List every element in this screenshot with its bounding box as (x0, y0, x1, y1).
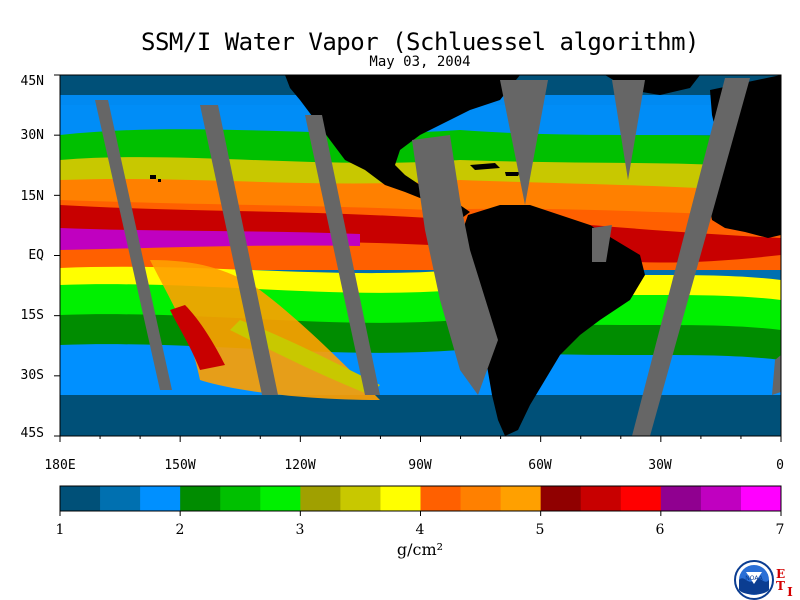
colorbar-swatch (140, 486, 181, 511)
lon-label-180e: 180E (44, 458, 76, 473)
swath-7 (632, 78, 750, 436)
colorbar-swatch (300, 486, 341, 511)
swath-1 (95, 100, 172, 390)
noaa-logo-icon: NOAA (734, 560, 774, 600)
colorbar-swatch (500, 486, 542, 511)
colorbar-swatch (260, 486, 301, 511)
colorbar-frame (59, 485, 782, 512)
map-ticks (54, 74, 782, 442)
colorbar-swatch (420, 486, 462, 511)
colorbar-swatch (60, 486, 101, 511)
lon-label-0: 0 (776, 458, 784, 473)
colorbar-swatch (740, 486, 782, 511)
band-far-south (60, 395, 781, 436)
colorbar-tick-1: 1 (55, 522, 65, 538)
swath-2 (200, 105, 278, 395)
spcz-tail (230, 320, 380, 395)
lat-label-30n: 30N (20, 128, 44, 143)
lat-label-eq: EQ (28, 248, 44, 263)
land-north-america (285, 75, 520, 200)
colorbar-swatch (100, 486, 141, 511)
colorbar-units: g/cm² (396, 540, 444, 559)
swath-5 (500, 80, 548, 205)
colorbar-tick-5: 5 (535, 522, 545, 538)
lon-label-120w: 120W (284, 458, 316, 473)
lon-label-30w: 30W (648, 458, 672, 473)
lat-label-45s: 45S (20, 426, 44, 441)
colorbar-tick-3: 3 (295, 522, 305, 538)
noaa-logo-text: NOAA (745, 575, 763, 582)
lat-label-15n: 15N (20, 189, 44, 204)
no-data-swaths (95, 78, 781, 436)
colorbar-swatch (180, 486, 221, 511)
lat-label-15s: 15S (20, 308, 44, 323)
colorbar-tick-7: 7 (775, 522, 785, 538)
swath-3 (305, 115, 380, 395)
colorbar (59, 486, 782, 516)
colorbar-swatch (660, 486, 702, 511)
swath-4 (412, 135, 498, 395)
eti-logo: E T I (776, 567, 793, 598)
map-title: SSM/I Water Vapor (Schluessel algorithm) (141, 28, 699, 56)
colorbar-swatch (580, 486, 622, 511)
lat-label-30s: 30S (20, 368, 44, 383)
spcz-core (170, 305, 225, 370)
eti-letter-i: I (787, 585, 793, 599)
colorbar-swatch (700, 486, 742, 511)
colorbar-tick-6: 6 (655, 522, 665, 538)
eti-letter-t: T (776, 579, 785, 593)
land-south-america (455, 205, 645, 436)
lon-label-60w: 60W (528, 458, 552, 473)
colorbar-swatch (340, 486, 381, 511)
lat-label-45n: 45N (20, 74, 44, 89)
colorbar-swatch (620, 486, 662, 511)
colorbar-swatch (220, 486, 261, 511)
colorbar-swatch (460, 486, 502, 511)
lon-label-150w: 150W (164, 458, 196, 473)
swath-6 (612, 80, 645, 180)
colorbar-tick-4: 4 (415, 522, 425, 538)
map-date: May 03, 2004 (369, 54, 471, 70)
colorbar-swatch (380, 486, 421, 511)
eti-letter-e: E (776, 567, 786, 581)
lon-label-90w: 90W (408, 458, 432, 473)
colorbar-tick-2: 2 (175, 522, 185, 538)
colorbar-swatch (540, 486, 582, 511)
